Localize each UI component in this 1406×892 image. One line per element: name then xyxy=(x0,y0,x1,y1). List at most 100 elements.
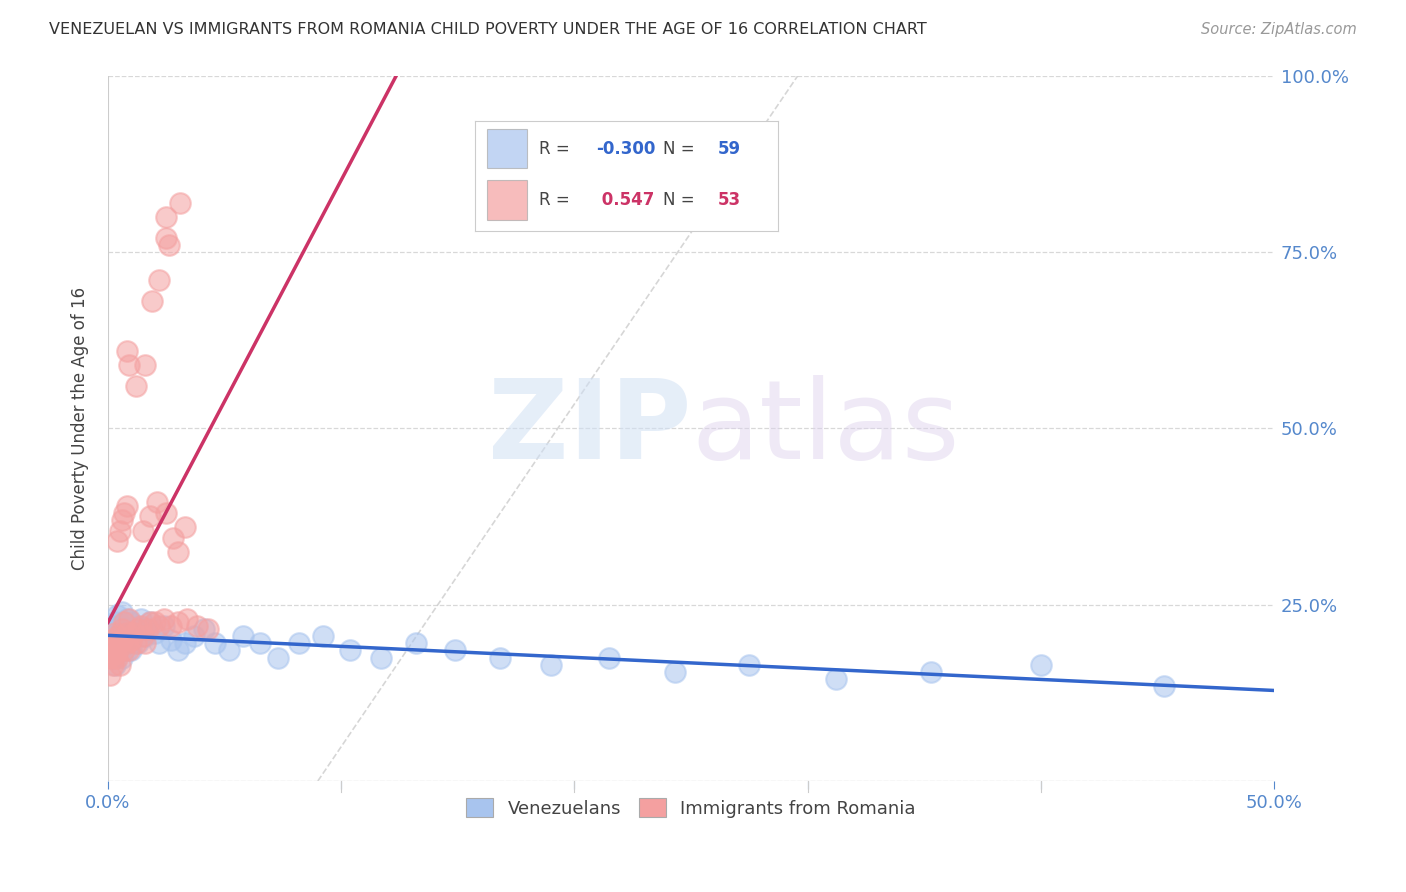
Point xyxy=(339,643,361,657)
Point xyxy=(105,534,128,549)
Point xyxy=(118,643,141,657)
Point xyxy=(598,650,620,665)
Text: VENEZUELAN VS IMMIGRANTS FROM ROMANIA CHILD POVERTY UNDER THE AGE OF 16 CORRELAT: VENEZUELAN VS IMMIGRANTS FROM ROMANIA CH… xyxy=(49,22,927,37)
Point xyxy=(141,294,163,309)
Point xyxy=(104,640,127,654)
Point xyxy=(100,632,122,647)
Point xyxy=(104,625,127,640)
Point xyxy=(101,636,124,650)
Point xyxy=(98,643,121,657)
Point xyxy=(104,657,127,672)
Point xyxy=(105,632,128,647)
Text: Source: ZipAtlas.com: Source: ZipAtlas.com xyxy=(1201,22,1357,37)
Point xyxy=(105,636,128,650)
Point xyxy=(139,615,162,630)
Point xyxy=(125,636,148,650)
Point xyxy=(127,623,149,637)
Point xyxy=(115,625,138,640)
Point xyxy=(488,650,510,665)
Point xyxy=(139,509,162,524)
Point xyxy=(148,636,170,650)
Point xyxy=(664,665,686,679)
Point xyxy=(122,625,145,640)
Point xyxy=(146,495,169,509)
Point xyxy=(134,629,156,643)
Text: atlas: atlas xyxy=(690,375,959,482)
Point xyxy=(112,625,135,640)
Point xyxy=(162,531,184,545)
Point xyxy=(112,643,135,657)
Point xyxy=(143,625,166,640)
Point xyxy=(311,629,333,643)
Point xyxy=(174,520,197,534)
Point xyxy=(125,619,148,633)
Point xyxy=(98,650,121,665)
Point xyxy=(115,343,138,358)
Point xyxy=(108,643,131,657)
Point xyxy=(155,231,177,245)
Point xyxy=(148,273,170,287)
Point xyxy=(125,379,148,393)
Point xyxy=(176,612,198,626)
Point xyxy=(120,615,142,630)
Point xyxy=(98,668,121,682)
Legend: Venezuelans, Immigrants from Romania: Venezuelans, Immigrants from Romania xyxy=(458,790,924,825)
Point xyxy=(127,636,149,650)
Point xyxy=(111,623,134,637)
Point xyxy=(98,636,121,650)
Point xyxy=(122,625,145,640)
Point xyxy=(112,636,135,650)
Point xyxy=(193,623,215,637)
Point xyxy=(118,612,141,626)
Point xyxy=(104,647,127,661)
Point xyxy=(101,625,124,640)
Point xyxy=(153,619,176,633)
Point xyxy=(169,195,191,210)
Point xyxy=(120,632,142,647)
Point xyxy=(288,636,311,650)
Point xyxy=(132,623,155,637)
Point xyxy=(134,358,156,372)
Point xyxy=(105,608,128,623)
Point xyxy=(139,615,162,630)
Point xyxy=(218,643,240,657)
Point xyxy=(174,636,197,650)
Point xyxy=(232,629,254,643)
Point xyxy=(155,506,177,520)
Point xyxy=(101,657,124,672)
Point xyxy=(444,643,467,657)
Point xyxy=(160,632,183,647)
Point xyxy=(108,524,131,538)
Point xyxy=(370,650,392,665)
Point xyxy=(120,643,142,657)
Point xyxy=(111,650,134,665)
Point xyxy=(143,615,166,630)
Point xyxy=(167,615,190,630)
Point xyxy=(129,612,152,626)
Point xyxy=(111,513,134,527)
Point xyxy=(105,623,128,637)
Point xyxy=(103,650,125,665)
Point xyxy=(540,657,562,672)
Point xyxy=(153,612,176,626)
Point xyxy=(249,636,271,650)
Point xyxy=(115,499,138,513)
Point xyxy=(115,643,138,657)
Point xyxy=(118,358,141,372)
Point xyxy=(1153,679,1175,693)
Point xyxy=(118,623,141,637)
Point xyxy=(101,650,124,665)
Point xyxy=(104,615,127,630)
Point xyxy=(112,615,135,630)
Point xyxy=(160,619,183,633)
Point xyxy=(197,623,219,637)
Point xyxy=(108,657,131,672)
Point xyxy=(129,619,152,633)
Point xyxy=(920,665,942,679)
Point xyxy=(824,672,846,686)
Point xyxy=(157,237,180,252)
Point xyxy=(148,619,170,633)
Point xyxy=(132,629,155,643)
Point xyxy=(115,612,138,626)
Point xyxy=(101,619,124,633)
